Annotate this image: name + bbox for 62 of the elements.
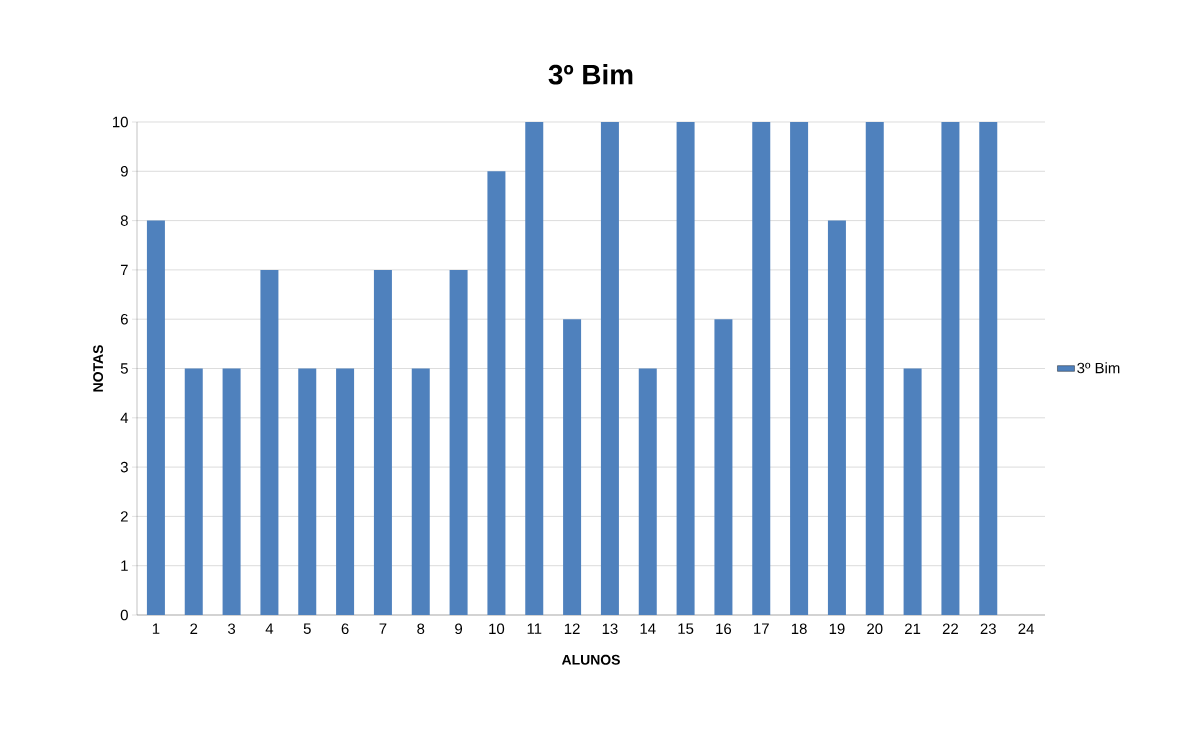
chart-title: 3º Bim <box>548 64 633 85</box>
y-tick-label: 4 <box>120 412 129 423</box>
x-tick-label: 4 <box>265 623 274 634</box>
x-tick-label: 21 <box>905 623 921 634</box>
y-tick-label: 7 <box>120 264 128 276</box>
bar <box>487 171 506 615</box>
x-tick-label: 20 <box>867 623 883 635</box>
x-tick-label: 8 <box>417 623 425 635</box>
y-tick-label: 10 <box>113 116 128 128</box>
x-tick-label: 5 <box>303 623 311 634</box>
x-tick-label: 18 <box>791 623 807 635</box>
y-tick-label: 5 <box>120 363 128 374</box>
bar <box>260 269 279 615</box>
bar <box>449 269 468 615</box>
bar <box>827 220 846 615</box>
x-tick-label: 15 <box>678 623 694 634</box>
x-axis-title: ALUNOS <box>561 654 620 665</box>
bar <box>638 368 657 615</box>
y-tick-label: 2 <box>120 511 128 522</box>
x-tick-label: 9 <box>455 623 463 635</box>
bar <box>525 121 544 615</box>
x-tick-label: 2 <box>190 623 198 634</box>
x-tick-label: 12 <box>564 623 580 634</box>
bar <box>941 121 960 615</box>
x-tick-label: 1 <box>152 623 160 634</box>
x-tick-label: 23 <box>980 623 996 635</box>
bar <box>903 368 922 615</box>
x-tick-label: 24 <box>1018 623 1034 634</box>
x-tick-label: 11 <box>527 623 542 634</box>
bar <box>752 121 771 615</box>
bar <box>714 319 733 615</box>
bar <box>146 220 165 615</box>
bar <box>676 121 695 615</box>
legend-label: 3º Bim <box>1077 362 1120 374</box>
bar <box>373 269 392 615</box>
bar <box>600 121 619 615</box>
y-tick-label: 3 <box>120 461 128 473</box>
y-tick-label: 6 <box>120 313 128 325</box>
y-tick-label: 9 <box>120 166 128 177</box>
bar <box>336 368 355 615</box>
x-tick-label: 13 <box>602 623 618 635</box>
bar <box>411 368 430 615</box>
x-tick-label: 3 <box>227 623 236 635</box>
y-tick-label: 0 <box>120 609 128 621</box>
y-tick-label: 8 <box>120 215 128 226</box>
y-tick-label: 1 <box>121 560 128 571</box>
bar <box>298 368 317 615</box>
x-tick-label: 22 <box>942 623 958 634</box>
x-tick-label: 14 <box>640 623 656 634</box>
x-tick-label: 16 <box>716 623 732 635</box>
y-axis-title: NOTAS <box>93 345 104 392</box>
x-tick-label: 7 <box>379 623 387 634</box>
x-tick-label: 10 <box>489 623 505 635</box>
x-tick-label: 19 <box>829 623 845 635</box>
bar <box>222 368 241 615</box>
x-tick-label: 17 <box>754 623 769 634</box>
x-tick-label: 6 <box>341 623 349 635</box>
bar <box>979 121 998 615</box>
bar <box>865 121 884 615</box>
bar <box>790 121 809 615</box>
bar <box>563 319 582 615</box>
bar <box>184 368 203 615</box>
